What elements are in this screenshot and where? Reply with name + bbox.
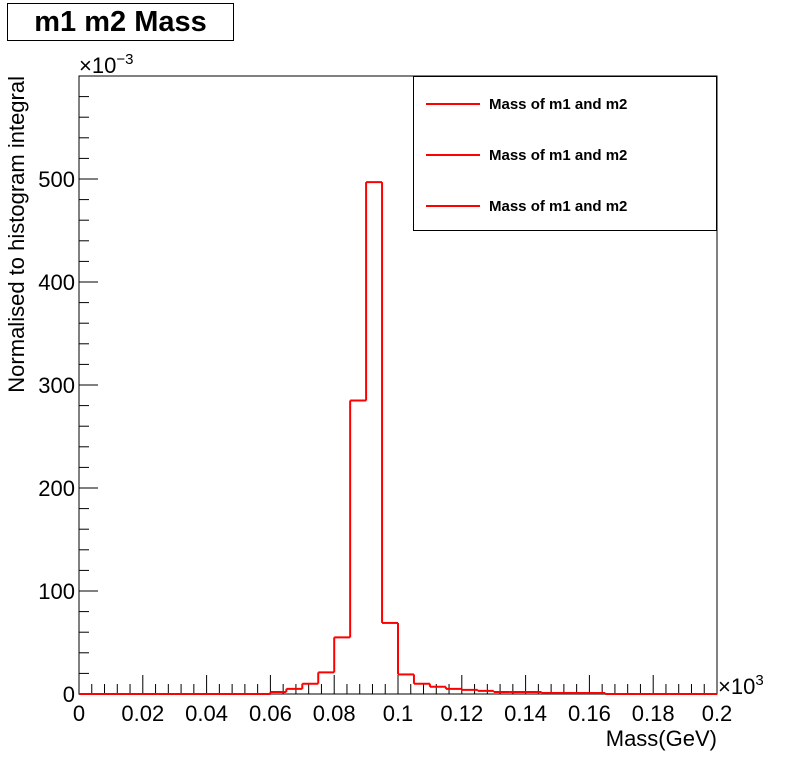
y-tick-label: 100 — [38, 579, 75, 604]
y-axis: 0 100 200 300 400 500 — [38, 75, 98, 707]
chart-title-text: m1 m2 Mass — [34, 5, 207, 38]
legend-entry: Mass of m1 and m2 — [426, 94, 627, 114]
x-tick-label: 0.08 — [313, 701, 356, 726]
legend-entry: Mass of m1 and m2 — [426, 196, 627, 216]
x-tick-label: 0.14 — [504, 701, 547, 726]
y-tick-label: 0 — [63, 682, 75, 707]
x-multiplier-exponent: 3 — [755, 672, 763, 689]
legend-entry: Mass of m1 and m2 — [426, 145, 627, 165]
y-axis-title: Normalised to histogram integral — [4, 76, 29, 393]
x-tick-label: 0.12 — [440, 701, 483, 726]
x-tick-label: 0.2 — [702, 701, 733, 726]
y-multiplier-label: ×10−3 — [79, 51, 133, 78]
y-tick-label: 300 — [38, 373, 75, 398]
legend: Mass of m1 and m2 Mass of m1 and m2 Mass… — [413, 76, 717, 231]
y-multiplier-exponent: −3 — [116, 51, 133, 68]
y-tick-label: 400 — [38, 270, 75, 295]
x-tick-label: 0 — [73, 701, 85, 726]
x-tick-label: 0.16 — [568, 701, 611, 726]
x-tick-label: 0.04 — [185, 701, 228, 726]
legend-line-swatch — [426, 103, 480, 105]
y-tick-label: 500 — [38, 167, 75, 192]
x-axis: 0 0.02 0.04 0.06 0.08 0.1 0.12 0.14 0.16 0.18 0.2 — [73, 675, 732, 726]
legend-label: Mass of m1 and m2 — [489, 95, 628, 113]
histogram-series — [79, 181, 717, 695]
x-multiplier-label: ×103 — [718, 672, 764, 699]
x-tick-label: 0.1 — [383, 701, 414, 726]
x-tick-label: 0.18 — [632, 701, 675, 726]
legend-line-swatch — [426, 154, 480, 156]
legend-label: Mass of m1 and m2 — [489, 197, 628, 215]
x-axis-title: Mass(GeV) — [606, 726, 717, 751]
legend-label: Mass of m1 and m2 — [489, 146, 628, 164]
y-tick-label: 200 — [38, 476, 75, 501]
x-tick-label: 0.06 — [249, 701, 292, 726]
chart-title: m1 m2 Mass — [7, 3, 234, 41]
x-tick-label: 0.02 — [121, 701, 164, 726]
legend-line-swatch — [426, 205, 480, 207]
